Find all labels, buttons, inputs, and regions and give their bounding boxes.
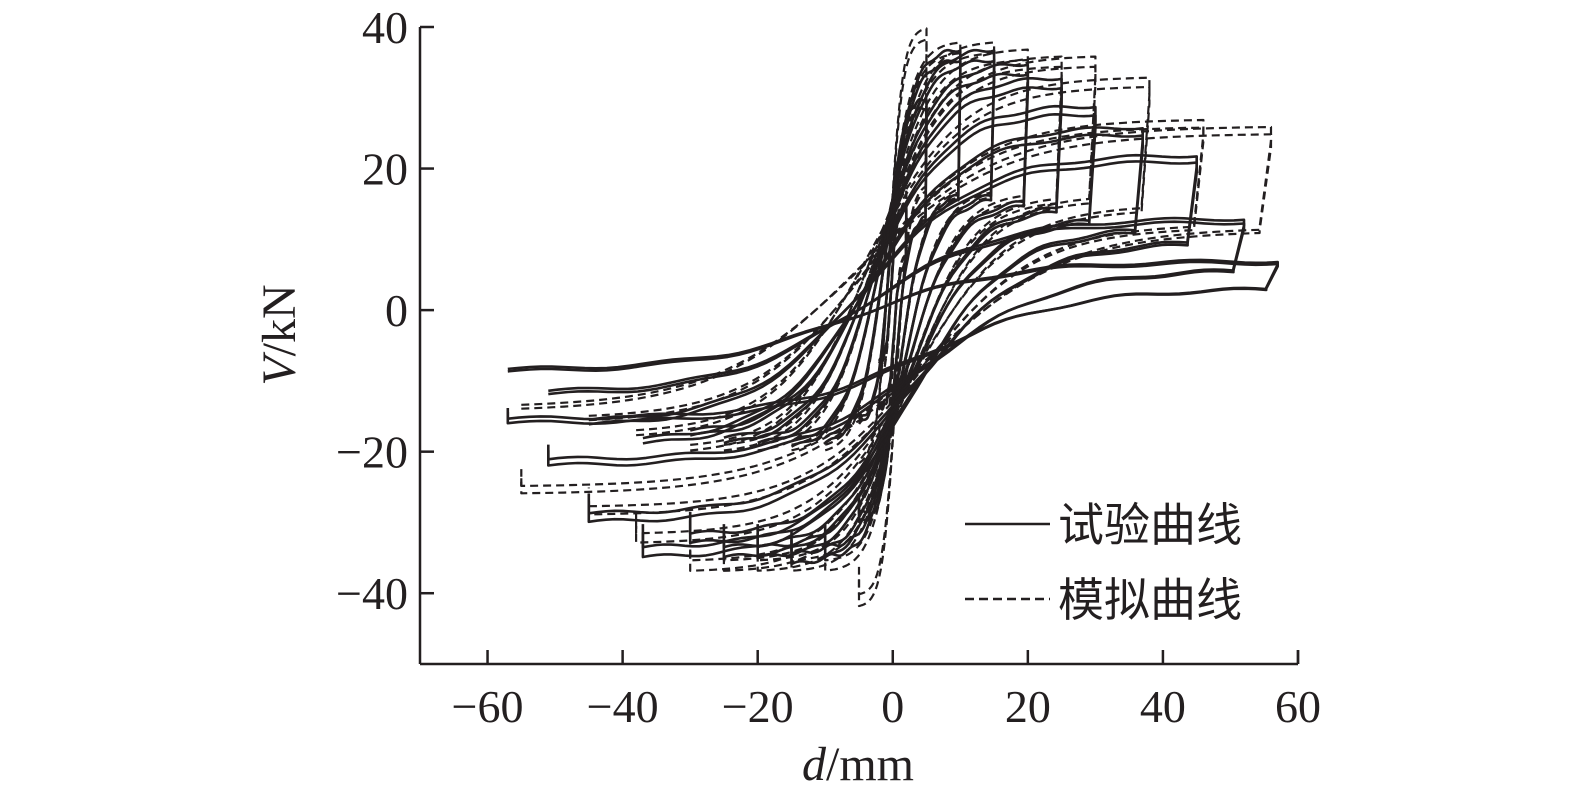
x-axis-label: d/mm [802, 738, 914, 791]
hysteresis-loop [756, 58, 1029, 562]
x-tick-label: 0 [881, 681, 904, 732]
hysteresis-loop [790, 52, 996, 562]
hysteresis-loop [635, 85, 1151, 535]
plot-area [506, 27, 1279, 608]
y-tick-label: 40 [362, 2, 408, 53]
x-tick-label: 40 [1140, 681, 1186, 732]
x-tick-label: −40 [587, 681, 659, 732]
x-ticks: −60 −40 −20 0 20 40 60 [452, 650, 1321, 732]
legend-label-test: 试验曲线 [1058, 498, 1242, 552]
hysteresis-loop [722, 65, 1063, 562]
y-tick-label: −40 [336, 568, 408, 619]
hysteresis-loop [689, 65, 1097, 562]
legend-label-sim: 模拟曲线 [1058, 573, 1242, 627]
x-tick-label: −20 [722, 681, 794, 732]
legend: 试验曲线 模拟曲线 [965, 498, 1242, 627]
legend-entry-test: 试验曲线 [965, 498, 1242, 552]
y-tick-label: 20 [362, 144, 408, 195]
x-axis-label-var: d [802, 738, 827, 791]
legend-entry-sim: 模拟曲线 [965, 573, 1242, 627]
hysteresis-loop [587, 160, 1198, 515]
y-axis-label: V/kN [253, 284, 306, 385]
hysteresis-loop [520, 133, 1273, 487]
x-tick-label: −60 [452, 681, 524, 732]
y-axis-label-unit: /kN [253, 284, 306, 356]
hysteresis-loop [756, 72, 1030, 549]
hysteresis-loop [587, 126, 1205, 508]
hysteresis-loop [790, 48, 996, 566]
x-tick-label: 20 [1005, 681, 1051, 732]
y-tick-label: −20 [336, 427, 408, 478]
x-tick-label: 60 [1275, 681, 1321, 732]
x-axis-label-unit: /mm [826, 738, 914, 791]
series-test [506, 48, 1279, 566]
y-axis-label-var: V [253, 352, 306, 386]
hysteresis-loop [857, 38, 928, 596]
y-ticks: −40 −20 0 20 40 [336, 2, 434, 619]
hysteresis-loop [824, 52, 962, 562]
series-simulated [520, 27, 1273, 608]
hysteresis-loop [688, 113, 1097, 535]
series-layer [506, 27, 1279, 608]
y-tick-label: 0 [385, 285, 408, 336]
